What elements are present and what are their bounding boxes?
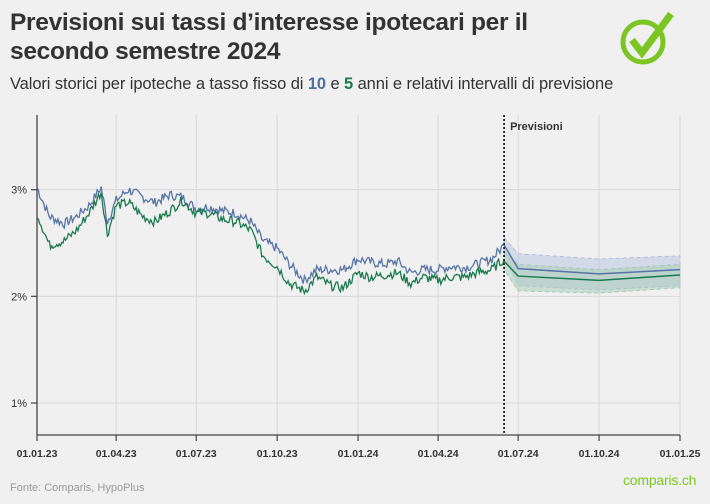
subtitle-suffix: anni e relativi intervalli di previsione — [353, 75, 614, 93]
x-tick-label: 01.04.23 — [96, 448, 137, 460]
subtitle-mid: e — [326, 75, 345, 93]
y-tick-label: 2% — [11, 291, 27, 303]
x-tick-label: 01.01.24 — [338, 448, 379, 460]
grid: 1% 2% 3% 01.01.23 01.04.23 01.07.23 01.10.23 01… — [11, 115, 701, 460]
series-5y-forecast — [503, 260, 681, 282]
x-tick-label: 01.01.23 — [17, 448, 58, 460]
chart-title: Previsioni sui tassi d’interesse ipoteca… — [10, 9, 528, 65]
legend-10-years: 10 — [307, 75, 326, 93]
series-10y-historical — [36, 186, 505, 285]
x-tick-label: 01.04.24 — [418, 448, 459, 460]
subtitle-prefix: Valori storici per ipoteche a tasso fiss… — [10, 75, 308, 93]
series-5y-historical — [36, 191, 505, 296]
y-tick-label: 1% — [11, 398, 27, 410]
forecast-label: Previsioni — [510, 121, 563, 133]
source-note: Fonte: Comparis, HypoPlus — [10, 482, 145, 494]
x-tick-label: 01.10.23 — [257, 448, 298, 460]
x-tick-label: 01.07.23 — [176, 448, 217, 460]
check-circle-icon — [620, 11, 674, 65]
x-tick-label: 01.07.24 — [498, 448, 539, 460]
x-tick-label: 01.10.24 — [579, 448, 620, 460]
forecast-band-5y — [503, 250, 681, 294]
comparis-logo: comparis.ch — [623, 472, 697, 488]
x-tick-label: 01.01.25 — [660, 448, 701, 460]
legend-5-years: 5 — [344, 75, 354, 93]
chart-subtitle: Valori storici per ipoteche a tasso fiss… — [10, 75, 613, 94]
series-10y-forecast — [503, 244, 681, 275]
y-tick-label: 3% — [11, 185, 27, 197]
